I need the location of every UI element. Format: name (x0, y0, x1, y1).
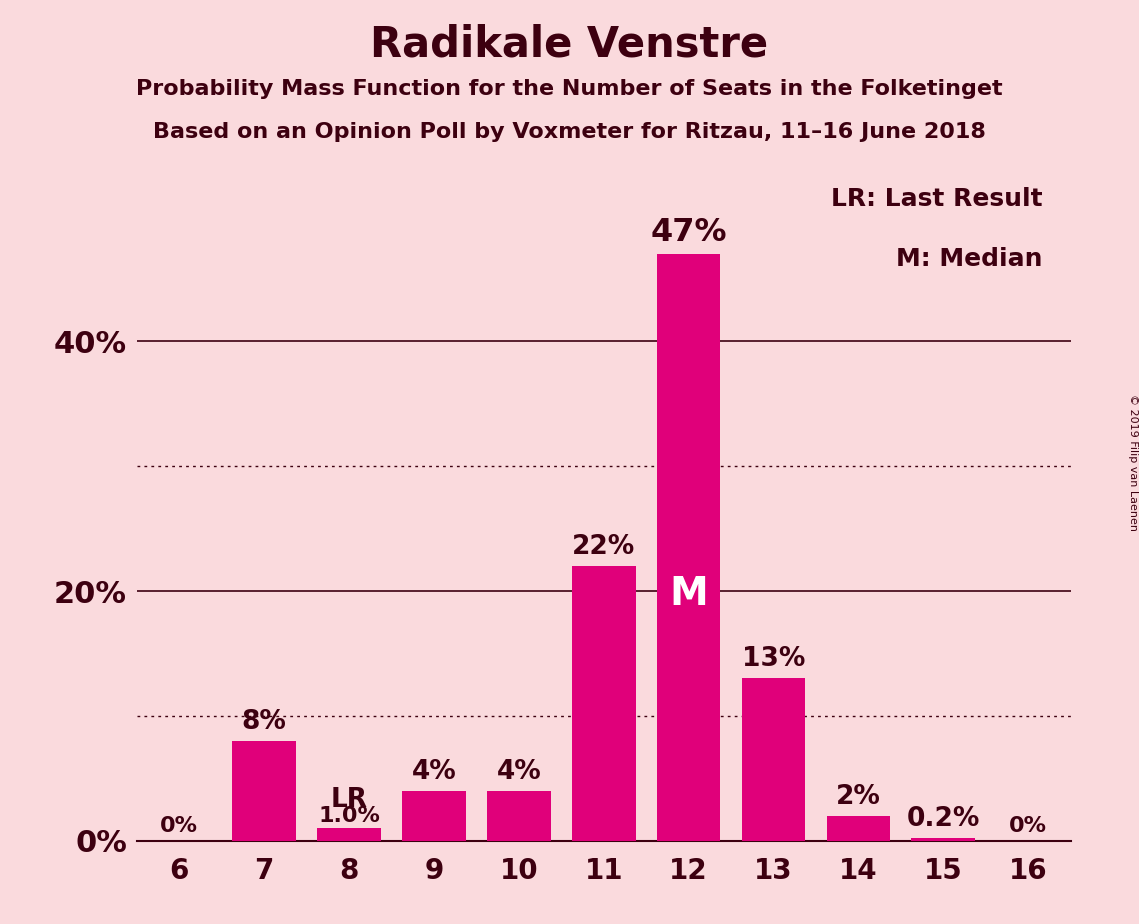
Bar (657, 254, 720, 841)
Bar (486, 791, 550, 841)
Text: 0.2%: 0.2% (907, 806, 980, 833)
Bar (911, 838, 975, 841)
Text: 47%: 47% (650, 216, 727, 248)
Bar (741, 678, 805, 841)
Text: LR: LR (330, 787, 368, 813)
Text: 4%: 4% (411, 759, 457, 784)
Bar (317, 828, 380, 841)
Text: 0%: 0% (161, 816, 198, 836)
Text: 0%: 0% (1009, 816, 1047, 836)
Text: 22%: 22% (572, 534, 636, 560)
Text: M: M (670, 576, 708, 614)
Text: 1.0%: 1.0% (318, 806, 380, 826)
Bar (572, 566, 636, 841)
Text: Radikale Venstre: Radikale Venstre (370, 23, 769, 65)
Text: 13%: 13% (741, 646, 805, 673)
Bar (402, 791, 466, 841)
Bar (827, 816, 891, 841)
Text: Based on an Opinion Poll by Voxmeter for Ritzau, 11–16 June 2018: Based on an Opinion Poll by Voxmeter for… (153, 122, 986, 142)
Text: 4%: 4% (497, 759, 541, 784)
Text: 8%: 8% (241, 709, 287, 735)
Text: LR: Last Result: LR: Last Result (831, 187, 1042, 211)
Text: M: Median: M: Median (896, 248, 1042, 272)
Bar (232, 741, 296, 841)
Text: 2%: 2% (836, 784, 880, 809)
Text: Probability Mass Function for the Number of Seats in the Folketinget: Probability Mass Function for the Number… (137, 79, 1002, 99)
Text: © 2019 Filip van Laenen: © 2019 Filip van Laenen (1129, 394, 1138, 530)
